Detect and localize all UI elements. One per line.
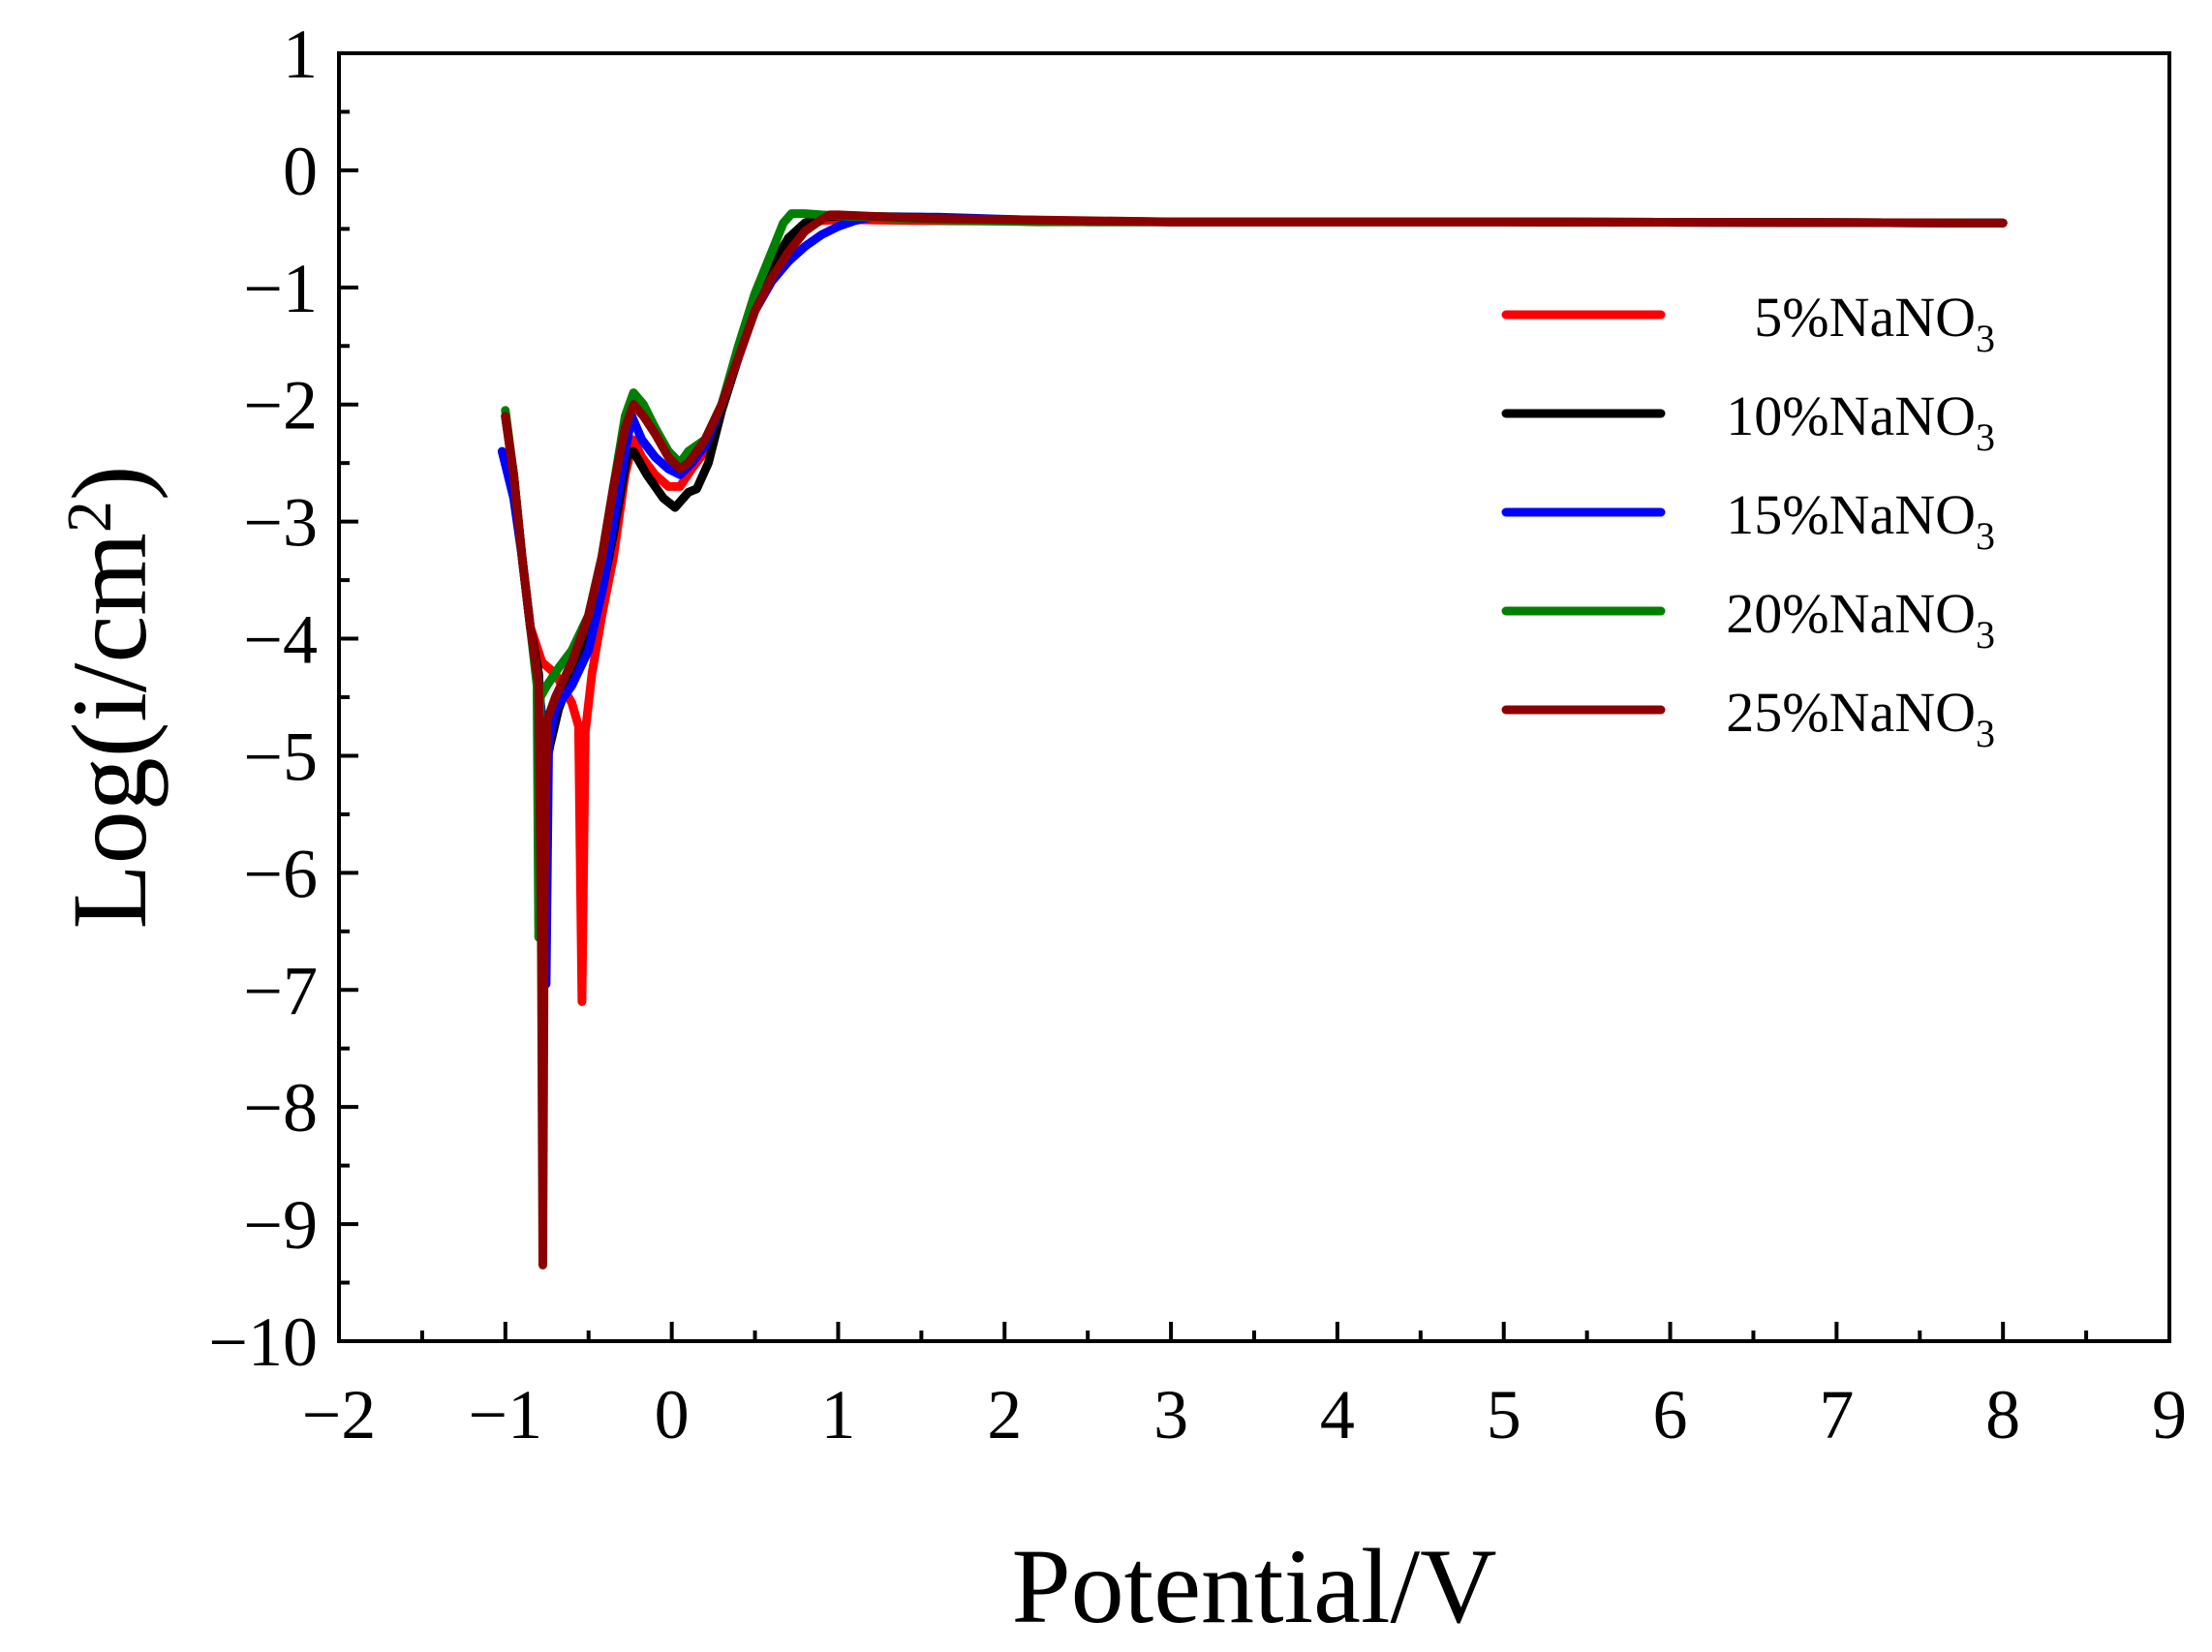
legend-label-4: 20%NaNO3 bbox=[1726, 582, 1995, 657]
y-tick-label: 0 bbox=[283, 133, 318, 210]
legend-label-subscript: 3 bbox=[1976, 415, 1995, 459]
y-tick-label: −8 bbox=[243, 1069, 318, 1147]
legend-label-1: 5%NaNO3 bbox=[1754, 286, 1995, 360]
y-tick-label: −1 bbox=[243, 250, 318, 327]
y-tick-label: −4 bbox=[243, 601, 318, 679]
x-tick-label: −1 bbox=[469, 1376, 543, 1453]
y-axis-label-main: Log(i/cm bbox=[50, 533, 169, 929]
x-tick-label: 7 bbox=[1819, 1376, 1854, 1453]
y-axis-label-superscript: 2 bbox=[54, 501, 125, 533]
x-tick-label: 8 bbox=[1985, 1376, 2020, 1453]
y-tick-label: 1 bbox=[283, 15, 318, 93]
y-tick-labels: 1 0 −1 −2 −3 −4 −5 −6 −7 −8 −9 −10 bbox=[208, 15, 318, 1381]
series-line-5 bbox=[501, 210, 2008, 1270]
x-tick-label: 6 bbox=[1653, 1376, 1688, 1453]
x-tick-labels: −2 −1 0 1 2 3 4 5 6 7 8 9 bbox=[302, 1376, 2187, 1453]
legend-label-5: 25%NaNO3 bbox=[1726, 681, 1995, 755]
y-axis-label-close: ) bbox=[50, 466, 169, 502]
legend-label-text: 10%NaNO bbox=[1726, 384, 1976, 447]
y-axis-label: Log(i/cm2) bbox=[50, 466, 169, 930]
axis-ticks bbox=[337, 51, 2171, 1343]
legend-label-subscript: 3 bbox=[1976, 712, 1995, 755]
legend-label-subscript: 3 bbox=[1976, 514, 1995, 558]
x-tick-label: 5 bbox=[1487, 1376, 1521, 1453]
x-tick-label: 2 bbox=[987, 1376, 1022, 1453]
y-tick-label: −6 bbox=[243, 835, 318, 912]
legend-label-3: 15%NaNO3 bbox=[1726, 483, 1995, 558]
y-tick-label: −5 bbox=[243, 718, 318, 795]
x-tick-label: −2 bbox=[302, 1376, 377, 1453]
legend-label-text: 5%NaNO bbox=[1754, 286, 1976, 349]
legend-label-subscript: 3 bbox=[1976, 317, 1995, 360]
y-tick-label: −10 bbox=[208, 1303, 318, 1381]
y-tick-label: −7 bbox=[243, 952, 318, 1029]
legend-label-2: 10%NaNO3 bbox=[1726, 384, 1995, 459]
legend-label-subscript: 3 bbox=[1976, 613, 1995, 657]
x-tick-label: 4 bbox=[1320, 1376, 1355, 1453]
legend-label-text: 25%NaNO bbox=[1726, 681, 1976, 744]
x-tick-label: 1 bbox=[820, 1376, 855, 1453]
plot-area bbox=[497, 209, 2008, 1270]
y-tick-label: −2 bbox=[243, 367, 318, 444]
y-tick-label: −3 bbox=[243, 484, 318, 562]
legend-label-text: 15%NaNO bbox=[1726, 483, 1976, 546]
x-tick-label: 0 bbox=[655, 1376, 690, 1453]
legend-label-text: 20%NaNO bbox=[1726, 582, 1976, 645]
x-tick-label: 3 bbox=[1153, 1376, 1188, 1453]
x-axis-label: Potential/V bbox=[1011, 1527, 1496, 1645]
y-tick-label: −9 bbox=[243, 1186, 318, 1264]
x-tick-label: 9 bbox=[2152, 1376, 2187, 1453]
